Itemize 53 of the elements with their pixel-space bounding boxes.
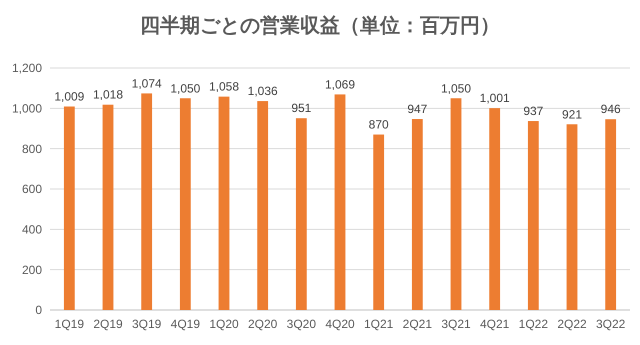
data-label: 1,074 [132,76,162,90]
x-tick-label: 2Q19 [93,317,123,331]
y-tick-label: 400 [22,222,42,237]
data-label: 1,018 [92,88,124,102]
x-tick-label: 3Q22 [596,317,626,331]
data-label: 946 [600,102,621,116]
x-tick-label: 1Q20 [209,317,239,331]
bar [180,98,191,310]
bar [566,124,578,310]
y-tick-label: 1,200 [12,61,42,76]
data-label: 1,058 [208,80,240,94]
bar [218,96,230,310]
x-tick-label: 3Q19 [132,317,162,331]
data-label: 1,036 [248,84,278,98]
data-label: 1,001 [480,91,510,106]
y-tick-label: 1,000 [12,102,42,116]
bar [489,108,500,310]
bar [141,93,152,310]
x-tick-label: 1Q19 [54,317,84,331]
x-tick-label: 2Q22 [557,317,587,331]
x-tick-label: 2Q20 [248,317,278,331]
x-tick-label: 4Q21 [480,317,510,331]
y-tick-label: 600 [22,182,42,196]
data-label: 947 [407,102,428,116]
y-tick-label: 800 [22,142,42,156]
data-label: 937 [523,104,544,118]
chart-title: 四半期ごとの営業収益（単位：百万円） [140,14,500,37]
x-tick-label: 2Q21 [402,317,432,331]
y-tick-label: 0 [35,303,42,318]
x-tick-label: 3Q21 [441,317,471,331]
bar [450,98,462,310]
bar [296,118,307,310]
data-label: 1,050 [440,81,472,96]
x-tick-label: 4Q20 [325,317,355,331]
x-tick-label: 1Q22 [518,317,548,331]
data-label: 1,050 [170,81,201,96]
x-tick-label: 3Q20 [286,317,316,331]
data-label: 870 [368,118,389,132]
bar [373,134,384,310]
data-label: 1,069 [324,77,356,92]
bar [334,94,346,310]
data-label: 951 [291,101,312,116]
bar [257,101,268,310]
bar [528,121,539,310]
data-label: 1,009 [54,90,85,104]
bar [412,119,423,310]
data-label: 921 [562,107,582,122]
x-tick-label: 4Q19 [170,317,200,331]
bar [64,106,75,310]
x-tick-label: 1Q21 [364,317,394,331]
bar [605,119,616,310]
y-tick-label: 200 [22,262,42,277]
bar [102,104,114,310]
